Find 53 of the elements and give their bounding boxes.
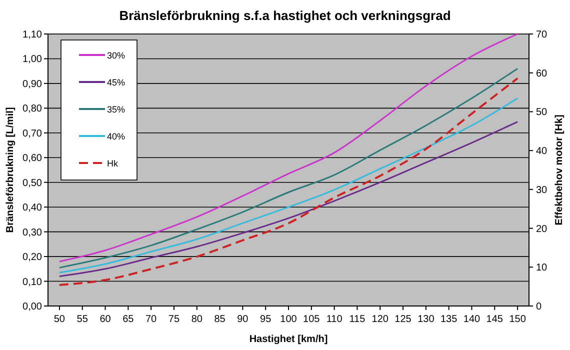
y-tick-label: 1,10 — [22, 30, 42, 40]
y-tick-label: 0,90 — [22, 78, 42, 90]
x-tick-label: 80 — [191, 314, 203, 325]
x-tick-label: 130 — [418, 314, 435, 325]
legend-label: 35% — [107, 104, 126, 114]
x-axis-title: Hastighet [km/h] — [249, 334, 328, 345]
x-tick-label: 50 — [54, 314, 66, 325]
y2-tick-label: 30 — [536, 184, 548, 196]
x-tick-label: 105 — [303, 314, 320, 325]
x-tick-label: 120 — [372, 314, 389, 325]
legend-label: 45% — [107, 78, 126, 88]
x-tick-label: 145 — [486, 314, 504, 325]
y2-tick-label: 0 — [536, 302, 542, 312]
y2-axis-title: Effektbehov motor [Hk] — [554, 114, 565, 226]
x-tick-label: 75 — [168, 314, 180, 325]
y2-tick-label: 10 — [536, 262, 548, 274]
x-tick-label: 110 — [326, 314, 343, 325]
y-tick-label: 0,00 — [22, 302, 42, 312]
y2-tick-label: 40 — [536, 146, 548, 158]
line-series — [58, 121, 518, 278]
x-tick-label: 85 — [214, 314, 226, 325]
line-series — [58, 33, 518, 262]
legend-label: 40% — [107, 132, 126, 142]
y-tick-label: 1,00 — [22, 54, 42, 66]
x-tick-label: 90 — [237, 314, 249, 325]
legend-label: 30% — [107, 50, 126, 60]
y-tick-label: 0,20 — [22, 252, 42, 264]
y2-tick-label: 70 — [536, 30, 548, 40]
legend-label: Hk — [107, 158, 118, 168]
y-tick-label: 0,40 — [22, 202, 42, 214]
x-tick-label: 100 — [280, 314, 298, 325]
x-tick-label: 55 — [76, 314, 88, 325]
x-tick-label: 115 — [349, 314, 366, 325]
x-tick-label: 60 — [100, 314, 112, 325]
x-tick-label: 125 — [394, 314, 412, 325]
x-tick-label: 140 — [463, 314, 481, 325]
y2-tick-label: 60 — [536, 68, 548, 80]
line-series — [58, 98, 518, 274]
y-tick-label: 0,10 — [22, 276, 42, 288]
y-tick-label: 0,60 — [22, 153, 42, 164]
x-tick-label: 65 — [122, 314, 134, 325]
y-tick-label: 0,70 — [22, 128, 42, 140]
y-tick-label: 0,30 — [22, 227, 42, 238]
y-tick-label: 0,80 — [22, 104, 42, 115]
x-tick-label: 135 — [440, 314, 458, 325]
x-tick-label: 150 — [509, 314, 526, 325]
y2-tick-label: 20 — [536, 224, 548, 235]
y-axis-title: Bränsleförbrukning [L/mil] — [5, 107, 16, 233]
y2-tick-label: 50 — [536, 107, 548, 118]
x-tick-label: 70 — [146, 314, 158, 325]
x-tick-label: 95 — [260, 314, 272, 325]
y-tick-label: 0,50 — [22, 178, 42, 189]
chart-title: Bränsleförbrukning s.f.a hastighet och verkningsgrad — [119, 8, 451, 23]
